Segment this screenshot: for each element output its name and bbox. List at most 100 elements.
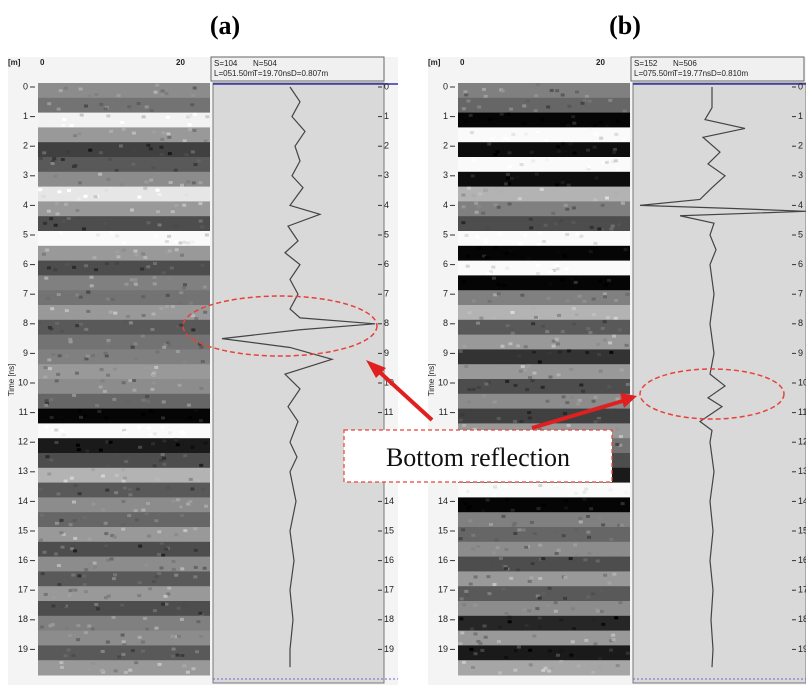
radargram-speck <box>144 180 149 184</box>
panel-label: (a) <box>210 11 240 40</box>
radargram-speck <box>88 562 93 566</box>
radargram-speck <box>51 160 56 164</box>
radargram-speck <box>90 354 95 358</box>
radargram-speck <box>152 609 157 613</box>
radargram-speck <box>171 567 176 571</box>
wave-tick-label: 1 <box>384 111 389 121</box>
radargram-speck <box>170 210 175 214</box>
highlight-ellipse <box>639 368 785 420</box>
radargram-speck <box>535 83 540 87</box>
radargram-speck <box>584 94 589 98</box>
radargram-speck <box>146 221 151 225</box>
radargram-speck <box>579 383 584 387</box>
radargram-speck <box>134 253 139 257</box>
radargram-speck <box>532 353 537 357</box>
radargram-speck <box>609 350 614 354</box>
radargram-speck <box>592 618 597 622</box>
wave-panel <box>632 82 806 684</box>
radargram-speck <box>522 608 527 612</box>
radargram-speck <box>596 609 601 613</box>
radargram-speck <box>182 360 187 364</box>
radargram-speck <box>108 420 113 424</box>
wave-tick-label: 15 <box>384 525 394 535</box>
radargram-speck <box>563 575 568 579</box>
radargram-speck <box>157 662 162 666</box>
radargram-speck <box>508 342 513 346</box>
radargram-speck <box>174 635 179 639</box>
radargram-speck <box>193 575 198 579</box>
radargram-speck <box>112 535 117 539</box>
radargram-speck <box>572 322 577 326</box>
radargram-speck <box>602 320 607 324</box>
radargram-speck <box>191 181 196 185</box>
radargram-speck <box>532 531 537 535</box>
radargram-speck <box>160 425 165 429</box>
radargram-speck <box>59 231 64 235</box>
radargram-speck <box>501 283 506 287</box>
radargram-speck <box>183 454 188 458</box>
y-axis-title: Time [ns] <box>427 364 436 397</box>
radargram-speck <box>466 99 471 103</box>
radargram-speck <box>461 205 466 209</box>
radargram-speck <box>537 596 542 600</box>
radargram-speck <box>103 222 108 226</box>
radargram-speck <box>489 562 494 566</box>
radargram-band <box>458 571 630 587</box>
radargram-band <box>38 127 210 143</box>
radargram-speck <box>471 193 476 197</box>
radargram-speck <box>611 160 616 164</box>
radargram-speck <box>563 506 568 510</box>
radargram-speck <box>132 148 137 152</box>
radargram-speck <box>65 102 70 106</box>
radargram-speck <box>535 607 540 611</box>
radargram-speck <box>100 474 105 478</box>
radargram-speck <box>155 220 160 224</box>
radargram-speck <box>519 419 524 423</box>
radargram-speck <box>555 183 560 187</box>
radargram-speck <box>586 165 591 169</box>
radargram-speck <box>50 623 55 627</box>
radargram-speck <box>102 389 107 393</box>
radargram-speck <box>582 98 587 102</box>
radargram-speck <box>143 256 148 260</box>
radargram-speck <box>572 151 577 155</box>
radargram-speck <box>128 493 133 497</box>
radargram-speck <box>174 533 179 537</box>
radargram-speck <box>120 633 125 637</box>
radargram-speck <box>113 311 118 315</box>
radargram-speck <box>173 438 178 442</box>
radargram-speck <box>569 395 574 399</box>
radargram-speck <box>612 334 617 338</box>
radargram-speck <box>551 344 556 348</box>
radargram-speck <box>469 131 474 135</box>
radargram-band <box>458 630 630 646</box>
radargram-speck <box>137 581 142 585</box>
radargram-speck <box>538 484 543 488</box>
radargram-speck <box>198 611 203 615</box>
radargram-speck <box>538 577 543 581</box>
radargram-band <box>458 171 630 188</box>
wave-tick-label: 14 <box>384 496 394 506</box>
radargram-speck <box>472 427 477 431</box>
radargram-band <box>38 571 210 587</box>
radargram-speck <box>507 182 512 186</box>
radargram-speck <box>547 649 552 653</box>
radargram-speck <box>104 544 109 548</box>
radargram-speck <box>179 617 184 621</box>
radargram-speck <box>464 365 469 369</box>
radargram-speck <box>576 276 581 280</box>
radargram-speck <box>504 497 509 501</box>
radargram-speck <box>62 118 67 122</box>
radargram-speck <box>106 338 111 342</box>
radargram-speck <box>109 557 114 561</box>
radargram-speck <box>65 150 70 154</box>
radargram-speck <box>154 575 159 579</box>
radargram-speck <box>528 648 533 652</box>
radargram-speck <box>615 119 620 123</box>
radargram-speck <box>91 502 96 506</box>
radargram-speck <box>73 164 78 168</box>
radargram-speck <box>614 132 619 136</box>
radargram-speck <box>118 144 123 148</box>
radargram-speck <box>594 132 599 136</box>
radargram-speck <box>141 295 146 299</box>
